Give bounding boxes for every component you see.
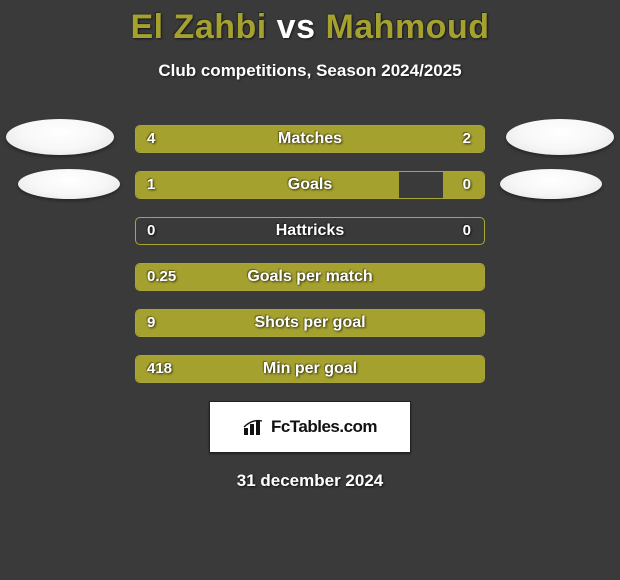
metric-row: 0.25Goals per match [0, 263, 620, 293]
date-label: 31 december 2024 [0, 471, 620, 491]
page-title: El Zahbi vs Mahmoud [0, 8, 620, 47]
value-right: 0 [365, 217, 485, 245]
value-right [365, 263, 485, 291]
player-photo-right [500, 169, 602, 199]
title-player-left: El Zahbi [130, 8, 266, 46]
bar-chart-icon [243, 418, 267, 436]
value-right [365, 309, 485, 337]
comparison-page: El Zahbi vs Mahmoud Club competitions, S… [0, 0, 620, 580]
logo-box: FcTables.com [209, 401, 411, 453]
subtitle: Club competitions, Season 2024/2025 [0, 61, 620, 81]
player-photo-left [6, 119, 114, 155]
metric-row: 418Min per goal [0, 355, 620, 385]
value-left: 9 [135, 309, 255, 337]
value-right [365, 355, 485, 383]
player-photo-left [18, 169, 120, 199]
title-vs: vs [277, 8, 316, 46]
logo-text: FcTables.com [271, 417, 377, 437]
metric-row: 9Shots per goal [0, 309, 620, 339]
title-player-right: Mahmoud [325, 8, 489, 46]
player-photo-right [506, 119, 614, 155]
value-left: 4 [135, 125, 255, 153]
metric-row: 00Hattricks [0, 217, 620, 247]
value-left: 418 [135, 355, 255, 383]
value-right: 2 [365, 125, 485, 153]
value-right: 0 [365, 171, 485, 199]
metric-row: 42Matches [0, 125, 620, 155]
comparison-chart: 42Matches10Goals00Hattricks0.25Goals per… [0, 125, 620, 385]
value-left: 0.25 [135, 263, 255, 291]
value-left: 1 [135, 171, 255, 199]
value-left: 0 [135, 217, 255, 245]
metric-row: 10Goals [0, 171, 620, 201]
